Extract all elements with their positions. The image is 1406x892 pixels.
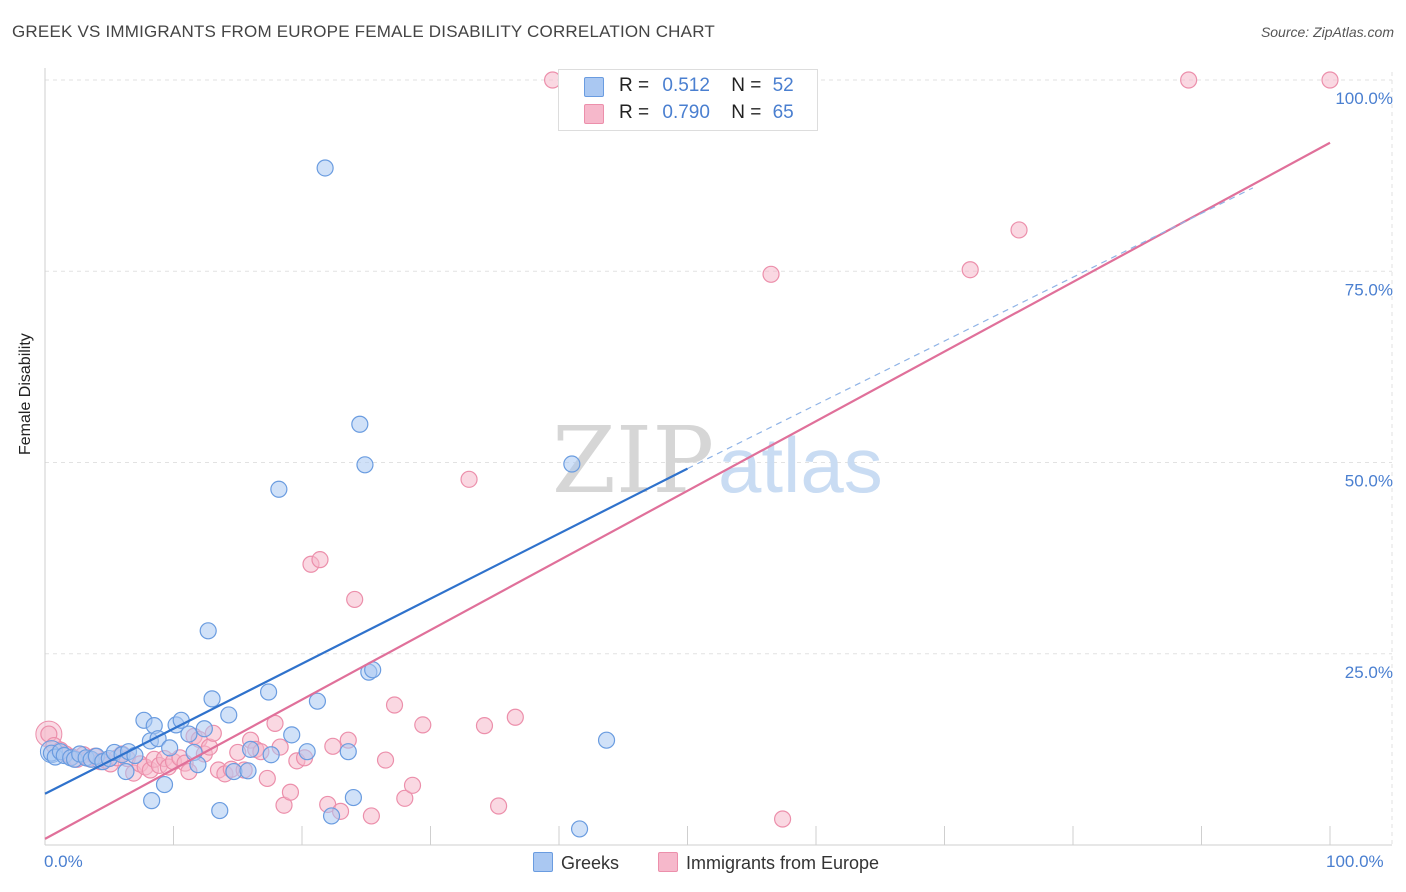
greeks-point: [283, 726, 301, 744]
correlation-legend: R = 0.512 N = 52 R = 0.790 N = 65: [558, 69, 818, 131]
immigrants-point: [773, 810, 792, 828]
legend-row-greeks: R = 0.512 N = 52: [584, 75, 794, 99]
greeks-point: [117, 762, 135, 781]
greeks-point: [143, 792, 161, 810]
bottom-immigrants-label: Immigrants from Europe: [686, 853, 880, 873]
greeks-point: [180, 725, 198, 743]
y-tick-labels: 25.0% 50.0% 75.0% 100.0%: [1335, 89, 1393, 682]
watermark: ZIP atlas: [552, 407, 883, 514]
immigrants-point: [1180, 71, 1198, 89]
immigrants-point: [311, 551, 329, 569]
greeks-r-value: 0.512: [662, 75, 710, 96]
greeks-r-label: R =: [619, 75, 650, 96]
greeks-point: [203, 690, 221, 708]
immigrants-r-value: 0.790: [662, 102, 710, 123]
greeks-point: [262, 746, 280, 764]
bottom-legend-immigrants: Immigrants from Europe: [658, 852, 879, 876]
immigrants-point: [281, 783, 300, 801]
greeks-point: [220, 706, 238, 724]
immigrants-point: [961, 261, 979, 279]
immigrants-point: [258, 769, 276, 788]
greeks-point: [161, 739, 179, 757]
greeks-point: [270, 480, 288, 498]
greeks-trend-line: [44, 467, 688, 795]
greeks-n-label: N =: [731, 75, 762, 96]
immigrants-point: [506, 708, 524, 726]
greeks-point: [259, 683, 278, 701]
greeks-point: [195, 720, 213, 738]
greeks-point: [298, 743, 316, 761]
greeks-point: [211, 801, 229, 820]
greeks-point: [242, 740, 260, 758]
greeks-point: [563, 455, 581, 473]
source-label: Source: ZipAtlas.com: [1260, 24, 1394, 40]
grid-lines: [45, 72, 1393, 845]
immigrants-point: [346, 590, 364, 609]
x-tick-min: 0.0%: [44, 852, 83, 871]
greeks-point: [239, 762, 257, 780]
legend-row-immigrants: R = 0.790 N = 65: [584, 102, 794, 126]
greeks-point: [199, 622, 217, 640]
axes: [44, 68, 1392, 846]
y-tick-label: 100.0%: [1335, 89, 1393, 108]
greeks-point: [597, 731, 616, 749]
greeks-point: [316, 159, 334, 177]
immigrants-point: [376, 751, 395, 769]
bottom-greeks-label: Greeks: [561, 853, 620, 873]
immigrants-point: [324, 737, 342, 755]
greeks-point: [339, 743, 357, 761]
immigrants-point: [1010, 221, 1028, 239]
greeks-point: [344, 788, 362, 807]
greeks-point: [356, 456, 374, 474]
greeks-point: [570, 820, 589, 838]
greeks-n-value: 52: [772, 75, 794, 96]
immigrants-point: [362, 807, 380, 825]
y-axis-label: Female Disability: [17, 333, 34, 455]
immigrants-point: [1321, 71, 1339, 89]
greeks-point: [351, 415, 369, 433]
bottom-immigrants-swatch: [658, 852, 678, 872]
greeks-point: [155, 775, 174, 794]
immigrants-r-label: R =: [619, 102, 650, 123]
immigrants-point: [475, 717, 494, 735]
immigrants-point: [460, 470, 478, 488]
watermark-atlas: atlas: [718, 421, 883, 509]
x-tick-max: 100.0%: [1326, 852, 1384, 871]
greeks-point: [308, 692, 327, 710]
y-tick-label: 50.0%: [1345, 472, 1393, 491]
y-tick-label: 75.0%: [1345, 280, 1393, 299]
immigrants-point: [385, 696, 404, 714]
immigrants-point: [490, 797, 508, 815]
chart-title: GREEK VS IMMIGRANTS FROM EUROPE FEMALE D…: [12, 22, 715, 41]
greeks-swatch: [584, 77, 604, 97]
greeks-points: [39, 71, 697, 838]
bottom-legend-greeks: Greeks: [533, 852, 619, 876]
immigrants-point: [414, 716, 432, 734]
trend-lines: [44, 141, 1331, 840]
immigrants-n-label: N =: [731, 102, 762, 123]
y-tick-label: 25.0%: [1345, 663, 1393, 682]
immigrants-point: [396, 789, 414, 807]
immigrants-point: [403, 776, 422, 794]
immigrants-trend-line: [44, 141, 1331, 840]
immigrants-swatch: [584, 104, 604, 124]
bottom-greeks-swatch: [533, 852, 553, 872]
immigrants-n-value: 65: [772, 102, 794, 123]
greeks-point: [322, 807, 341, 825]
immigrants-point: [762, 265, 780, 283]
